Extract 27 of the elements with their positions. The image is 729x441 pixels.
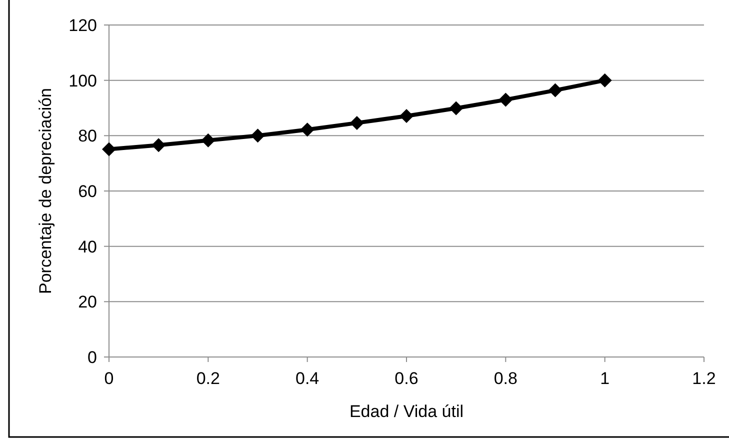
point bbox=[449, 101, 464, 116]
point bbox=[300, 122, 314, 137]
y-tick-label: 100 bbox=[68, 71, 97, 90]
point bbox=[548, 83, 562, 98]
x-tick-label: 0.4 bbox=[296, 369, 320, 388]
y-tick-label: 20 bbox=[78, 292, 97, 312]
point bbox=[598, 73, 612, 88]
x-tick-label: 0.6 bbox=[394, 369, 418, 388]
y-tick-label: 0 bbox=[88, 348, 97, 367]
x-tick-label: 0.8 bbox=[494, 369, 518, 388]
point bbox=[250, 128, 265, 143]
y-tick-label: 60 bbox=[78, 182, 97, 201]
point bbox=[102, 142, 116, 156]
x-tick-label: 1.2 bbox=[692, 369, 716, 388]
point bbox=[201, 133, 216, 148]
x-axis-title: Edad / Vida útil bbox=[349, 402, 464, 421]
y-tick-label: 80 bbox=[78, 126, 97, 146]
point bbox=[400, 109, 414, 124]
x-tick-label: 0 bbox=[104, 369, 114, 388]
y-tick-label: 40 bbox=[78, 237, 97, 256]
x-tick-label: 0.2 bbox=[196, 369, 220, 388]
point bbox=[498, 92, 513, 107]
y-tick-label: 120 bbox=[68, 16, 97, 35]
y-axis-title: Porcentaje de depreciación bbox=[36, 88, 55, 294]
point bbox=[350, 116, 364, 130]
point bbox=[152, 138, 166, 152]
x-tick-label: 1 bbox=[600, 369, 610, 388]
